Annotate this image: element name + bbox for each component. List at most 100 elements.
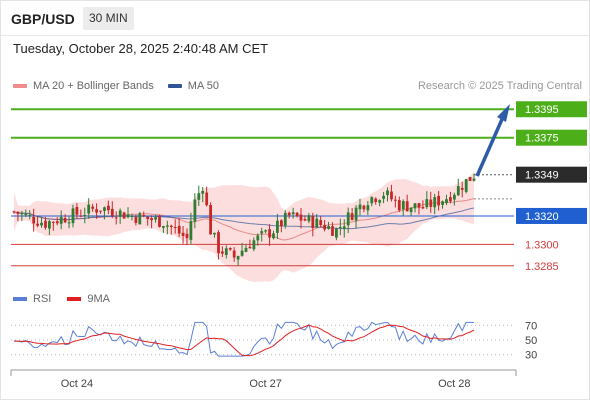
candle-body bbox=[209, 205, 212, 235]
rsi-level-label: 30 bbox=[525, 350, 537, 362]
candle-body bbox=[350, 213, 354, 220]
candle-body bbox=[441, 201, 444, 205]
candle-body bbox=[130, 216, 134, 217]
price-legend: MA 20 + Bollinger Bands MA 50 bbox=[13, 80, 233, 92]
candle-body bbox=[99, 210, 102, 212]
candle-body bbox=[51, 221, 55, 223]
candle-body bbox=[63, 218, 67, 223]
candle-body bbox=[370, 197, 374, 204]
candle-body bbox=[472, 178, 476, 181]
candle-body bbox=[142, 215, 146, 217]
candle-body bbox=[232, 250, 236, 258]
legend-label-9ma: 9MA bbox=[87, 293, 110, 305]
candle-body bbox=[158, 215, 161, 227]
candle-body bbox=[346, 212, 350, 226]
candle-body bbox=[342, 226, 346, 229]
candle-body bbox=[193, 199, 197, 222]
candle-body bbox=[390, 191, 393, 200]
x-axis-label: Oct 24 bbox=[61, 378, 93, 390]
candle-body bbox=[150, 218, 153, 221]
candle-body bbox=[338, 226, 342, 228]
candle-body bbox=[189, 221, 193, 240]
candle-body bbox=[201, 191, 205, 194]
candle-body bbox=[362, 205, 366, 210]
candle-body bbox=[12, 211, 16, 213]
candle-body bbox=[181, 232, 185, 236]
legend-label-ma20: MA 20 + Bollinger Bands bbox=[33, 80, 154, 92]
candle-body bbox=[283, 212, 287, 226]
candle-body bbox=[358, 204, 362, 210]
legend-item-rsi: RSI bbox=[13, 293, 51, 305]
candle-body bbox=[331, 226, 334, 236]
candle-body bbox=[28, 214, 32, 216]
candle-body bbox=[260, 231, 264, 234]
timeframe-button[interactable]: 30 MIN bbox=[83, 7, 134, 30]
candle-body bbox=[276, 220, 279, 233]
candle-body bbox=[354, 207, 358, 221]
legend-label-rsi: RSI bbox=[33, 293, 52, 305]
candle-body bbox=[240, 250, 244, 256]
candle-body bbox=[433, 197, 437, 208]
candle-body bbox=[464, 179, 468, 192]
candle-body bbox=[460, 188, 464, 190]
candle-body bbox=[169, 225, 173, 227]
ma50-line bbox=[13, 207, 475, 230]
candle-body bbox=[280, 220, 283, 227]
candle-body bbox=[299, 214, 303, 221]
candle-body bbox=[16, 211, 20, 214]
candle-body bbox=[425, 199, 429, 208]
forecast-arrow-shaft bbox=[475, 116, 505, 177]
candle-body bbox=[468, 177, 472, 181]
candle-body bbox=[221, 251, 224, 254]
candle-body bbox=[166, 225, 169, 227]
level-label-bg-pivot bbox=[516, 207, 587, 224]
candle-body bbox=[134, 216, 138, 223]
level-label-support: 1.3300 bbox=[525, 239, 559, 251]
candle-body bbox=[244, 247, 248, 252]
candle-body bbox=[417, 203, 421, 208]
candle-body bbox=[75, 207, 79, 215]
candle-body bbox=[268, 229, 271, 238]
candle-body bbox=[445, 199, 448, 204]
rsi-level-label: 70 bbox=[525, 320, 537, 332]
x-axis-label: Oct 28 bbox=[438, 378, 470, 390]
level-label-bg-target bbox=[516, 129, 587, 146]
candle-body bbox=[311, 215, 315, 228]
candle-body bbox=[79, 215, 83, 217]
candle-body bbox=[236, 256, 240, 260]
forecast-arrow-head bbox=[497, 104, 510, 122]
candle-body bbox=[291, 212, 295, 215]
legend-swatch-ma50 bbox=[167, 84, 182, 88]
candle-body bbox=[162, 226, 165, 228]
candle-body bbox=[248, 246, 252, 249]
candle-body bbox=[228, 248, 232, 250]
level-label-target: 1.3395 bbox=[525, 104, 559, 116]
rsi-ma-line bbox=[14, 324, 475, 357]
candle-body bbox=[173, 227, 177, 228]
candle-body bbox=[103, 207, 106, 211]
datetime-label: Tuesday, October 28, 2025 2:40:48 AM CET bbox=[13, 41, 269, 56]
candle-body bbox=[449, 197, 452, 202]
legend-label-ma50: MA 50 bbox=[187, 80, 219, 92]
candle-body bbox=[413, 203, 417, 209]
candle-body bbox=[122, 212, 126, 219]
x-axis-label: Oct 27 bbox=[249, 378, 281, 390]
legend-swatch-9ma bbox=[67, 297, 82, 301]
candle-body bbox=[429, 199, 433, 207]
candle-body bbox=[409, 207, 413, 213]
candle-body bbox=[59, 216, 63, 224]
candle-body bbox=[83, 215, 87, 216]
legend-swatch-rsi bbox=[13, 297, 27, 301]
candle-body bbox=[456, 186, 460, 196]
candle-body bbox=[213, 232, 216, 235]
candle-body bbox=[272, 233, 275, 239]
candle-body bbox=[36, 223, 39, 226]
candle-body bbox=[67, 222, 71, 224]
candle-body bbox=[114, 217, 118, 219]
candle-body bbox=[205, 192, 209, 206]
candle-body bbox=[405, 201, 409, 212]
pair-title: GBP/USD bbox=[11, 11, 75, 27]
candle-body bbox=[256, 235, 260, 241]
candle-body bbox=[91, 206, 95, 209]
